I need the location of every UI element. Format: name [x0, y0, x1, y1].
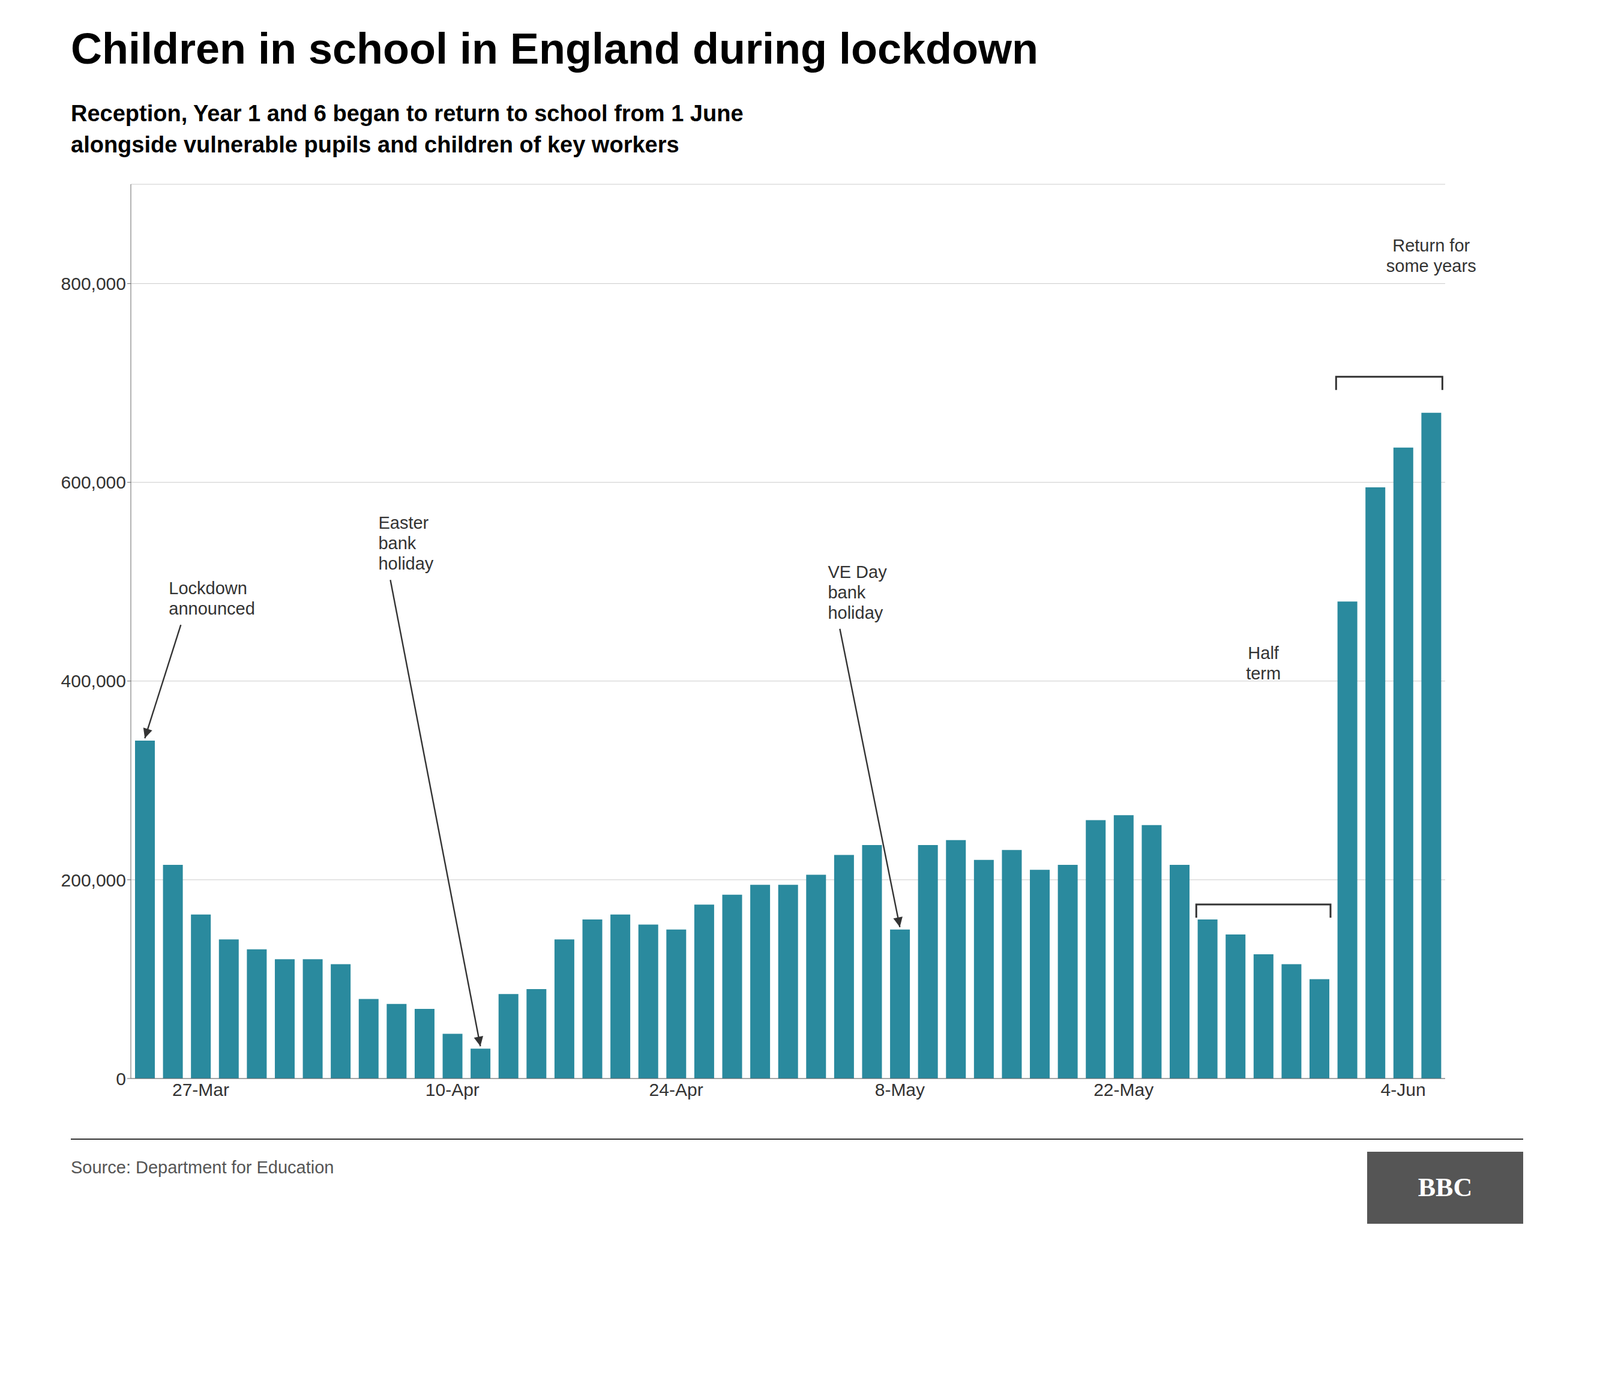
svg-text:600,000: 600,000	[61, 472, 127, 493]
svg-text:4-Jun: 4-Jun	[1380, 1079, 1426, 1100]
svg-text:24-Apr: 24-Apr	[649, 1079, 704, 1100]
svg-text:27-Mar: 27-Mar	[172, 1079, 230, 1100]
svg-text:400,000: 400,000	[61, 670, 127, 691]
html-text:BBC: BBC	[1418, 1172, 1473, 1203]
svg-text:Easterbankholiday: Easterbankholiday	[378, 513, 434, 574]
svg-text:8-May: 8-May	[875, 1079, 925, 1100]
svg-text:0: 0	[115, 1068, 127, 1089]
html-text:Children in school in England: Children in school in England during loc…	[70, 24, 1039, 73]
svg-text:200,000: 200,000	[61, 870, 127, 891]
svg-text:Lockdownannounced: Lockdownannounced	[168, 578, 256, 619]
svg-text:800,000: 800,000	[61, 273, 127, 294]
svg-text:VE Daybankholiday: VE Daybankholiday	[827, 561, 888, 622]
svg-text:Return forsome years: Return forsome years	[1386, 235, 1477, 275]
svg-text:10-Apr: 10-Apr	[425, 1079, 480, 1100]
html-text:Source: Department for Educati: Source: Department for Education	[70, 1157, 334, 1177]
html-text:Reception, Year 1 and 6 began: Reception, Year 1 and 6 began to return …	[70, 101, 744, 127]
html-text:alongside vulnerable pupils an: alongside vulnerable pupils and children…	[70, 131, 680, 158]
svg-text:22-May: 22-May	[1093, 1079, 1154, 1100]
svg-text:Halfterm: Halfterm	[1245, 643, 1281, 683]
